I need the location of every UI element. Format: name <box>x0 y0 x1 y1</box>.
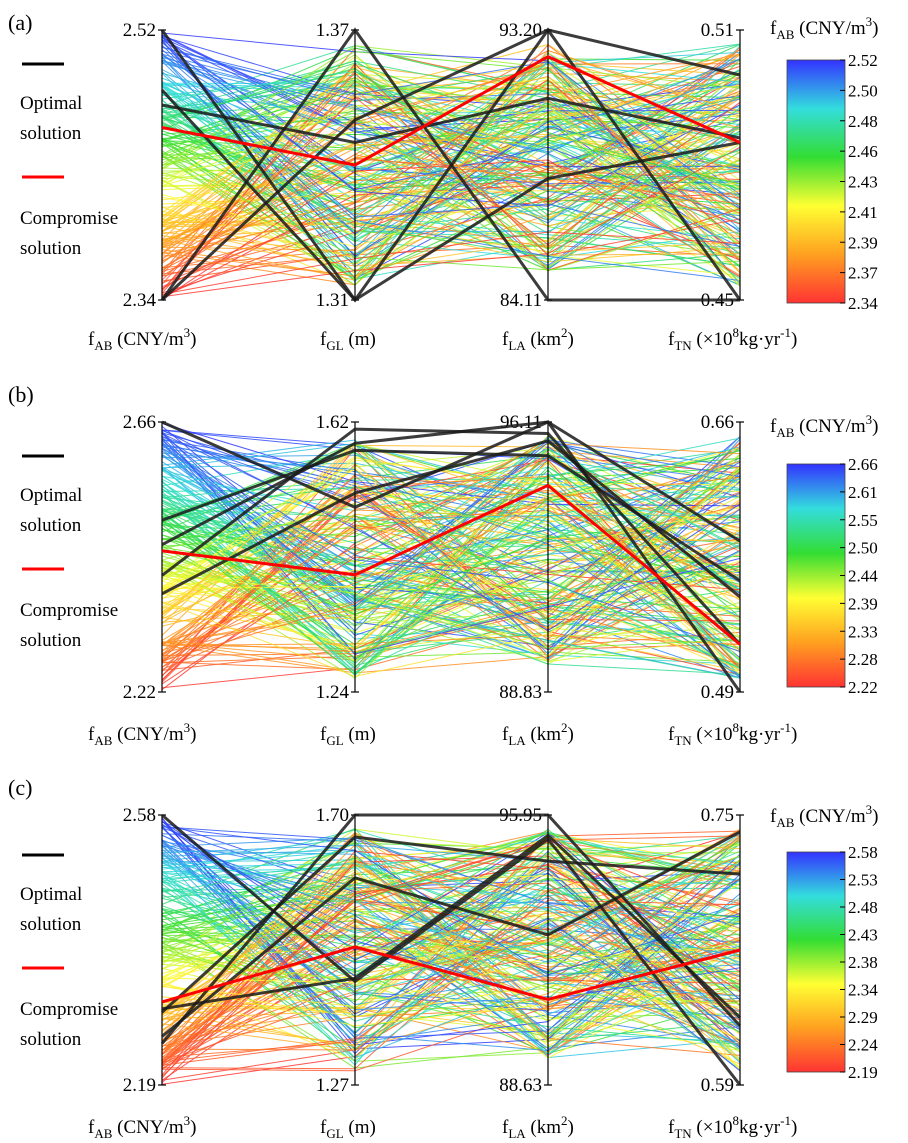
legend-optimal-label: solution <box>20 123 82 144</box>
colorbar <box>787 852 845 1072</box>
colorbar-tick-label: 2.50 <box>848 81 878 100</box>
colorbar-tick-label: 2.43 <box>848 173 878 192</box>
axis-title: fTN (×108kg·yr-1) <box>668 325 797 353</box>
colorbar-tick-label: 2.44 <box>848 567 878 586</box>
axis-max-label: 0.75 <box>701 805 734 826</box>
colorbar-tick-label: 2.34 <box>848 294 878 313</box>
legend-compromise-label: Compromise <box>20 208 118 229</box>
colorbar-tick-label: 2.22 <box>848 678 878 697</box>
colorbar <box>787 464 845 687</box>
solution-lines <box>162 818 740 1084</box>
colorbar-tick-label: 2.39 <box>848 594 878 613</box>
axis-min-label: 88.83 <box>499 682 542 703</box>
axis-title: fAB (CNY/m3) <box>88 720 196 748</box>
axis-title: fLA (km2) <box>502 1113 574 1141</box>
axis-title: fGL (m) <box>320 329 376 353</box>
colorbar-tick-label: 2.37 <box>848 264 878 283</box>
legend-compromise-label: Compromise <box>20 999 118 1020</box>
colorbar-title: fAB (CNY/m3) <box>770 802 878 830</box>
colorbar-tick-label: 2.48 <box>848 898 878 917</box>
axis-max-label: 2.58 <box>123 805 156 826</box>
axis-min-label: 2.22 <box>123 682 156 703</box>
panel-c: 2.582.191.701.2795.9588.630.750.59(c)Opt… <box>8 775 878 1141</box>
colorbar-tick-label: 2.38 <box>848 953 878 972</box>
axis-min-label: 1.27 <box>316 1075 349 1096</box>
panel-b: 2.662.221.621.2496.1188.830.660.49(b)Opt… <box>8 382 878 748</box>
colorbar-tick-label: 2.52 <box>848 51 878 70</box>
colorbar-tick-label: 2.48 <box>848 112 878 131</box>
panel-a: 2.522.341.371.3193.2084.110.510.45(a)Opt… <box>8 10 878 353</box>
legend-compromise-label: Compromise <box>20 600 118 621</box>
colorbar-title: fAB (CNY/m3) <box>770 14 878 42</box>
colorbar-tick-label: 2.29 <box>848 1008 878 1027</box>
legend-compromise-label: solution <box>20 238 82 259</box>
axis-title: fLA (km2) <box>502 720 574 748</box>
legend-compromise-label: solution <box>20 1029 82 1050</box>
axis-max-label: 0.51 <box>701 20 734 41</box>
panel-label: (c) <box>8 775 32 800</box>
axis-max-label: 93.20 <box>499 20 542 41</box>
axis-min-label: 84.11 <box>500 290 542 311</box>
colorbar-tick-label: 2.39 <box>848 233 878 252</box>
axis-min-label: 1.31 <box>316 290 349 311</box>
legend-compromise-label: solution <box>20 630 82 651</box>
axis-title: fAB (CNY/m3) <box>88 325 196 353</box>
legend-optimal-label: solution <box>20 515 82 536</box>
axis-max-label: 1.70 <box>316 805 349 826</box>
axis-title: fAB (CNY/m3) <box>88 1113 196 1141</box>
colorbar-title: fAB (CNY/m3) <box>770 412 878 440</box>
axis-title: fLA (km2) <box>502 325 574 353</box>
colorbar-tick-label: 2.66 <box>848 455 878 474</box>
axis-title: fGL (m) <box>320 724 376 748</box>
colorbar <box>787 60 845 303</box>
panel-label: (a) <box>8 10 32 35</box>
colorbar-tick-label: 2.50 <box>848 539 878 558</box>
colorbar-tick-label: 2.55 <box>848 511 878 530</box>
legend-optimal-label: solution <box>20 914 82 935</box>
colorbar-tick-label: 2.28 <box>848 650 878 669</box>
axis-max-label: 1.62 <box>316 412 349 433</box>
axis-min-label: 1.24 <box>316 682 350 703</box>
colorbar-tick-label: 2.43 <box>848 926 878 945</box>
axis-title: fGL (m) <box>320 1117 376 1141</box>
axis-max-label: 2.52 <box>123 20 156 41</box>
axis-title: fTN (×108kg·yr-1) <box>668 1113 797 1141</box>
axis-min-label: 2.19 <box>123 1075 156 1096</box>
axis-max-label: 2.66 <box>123 412 156 433</box>
colorbar-tick-label: 2.41 <box>848 203 878 222</box>
colorbar-tick-label: 2.61 <box>848 483 878 502</box>
colorbar-tick-label: 2.34 <box>848 981 878 1000</box>
colorbar-tick-label: 2.53 <box>848 871 878 890</box>
legend-optimal-label: Optimal <box>20 485 82 506</box>
legend-optimal-label: Optimal <box>20 93 82 114</box>
legend-optimal-label: Optimal <box>20 884 82 905</box>
axis-min-label: 0.59 <box>701 1075 734 1096</box>
axis-title: fTN (×108kg·yr-1) <box>668 720 797 748</box>
axis-min-label: 88.63 <box>499 1075 542 1096</box>
axis-max-label: 0.66 <box>701 412 734 433</box>
axis-max-label: 1.37 <box>316 20 349 41</box>
colorbar-tick-label: 2.19 <box>848 1063 878 1082</box>
colorbar-tick-label: 2.46 <box>848 142 878 161</box>
panel-label: (b) <box>8 382 34 407</box>
axis-min-label: 0.49 <box>701 682 734 703</box>
axis-min-label: 2.34 <box>123 290 157 311</box>
colorbar-tick-label: 2.33 <box>848 622 878 641</box>
colorbar-tick-label: 2.24 <box>848 1036 878 1055</box>
colorbar-tick-label: 2.58 <box>848 843 878 862</box>
